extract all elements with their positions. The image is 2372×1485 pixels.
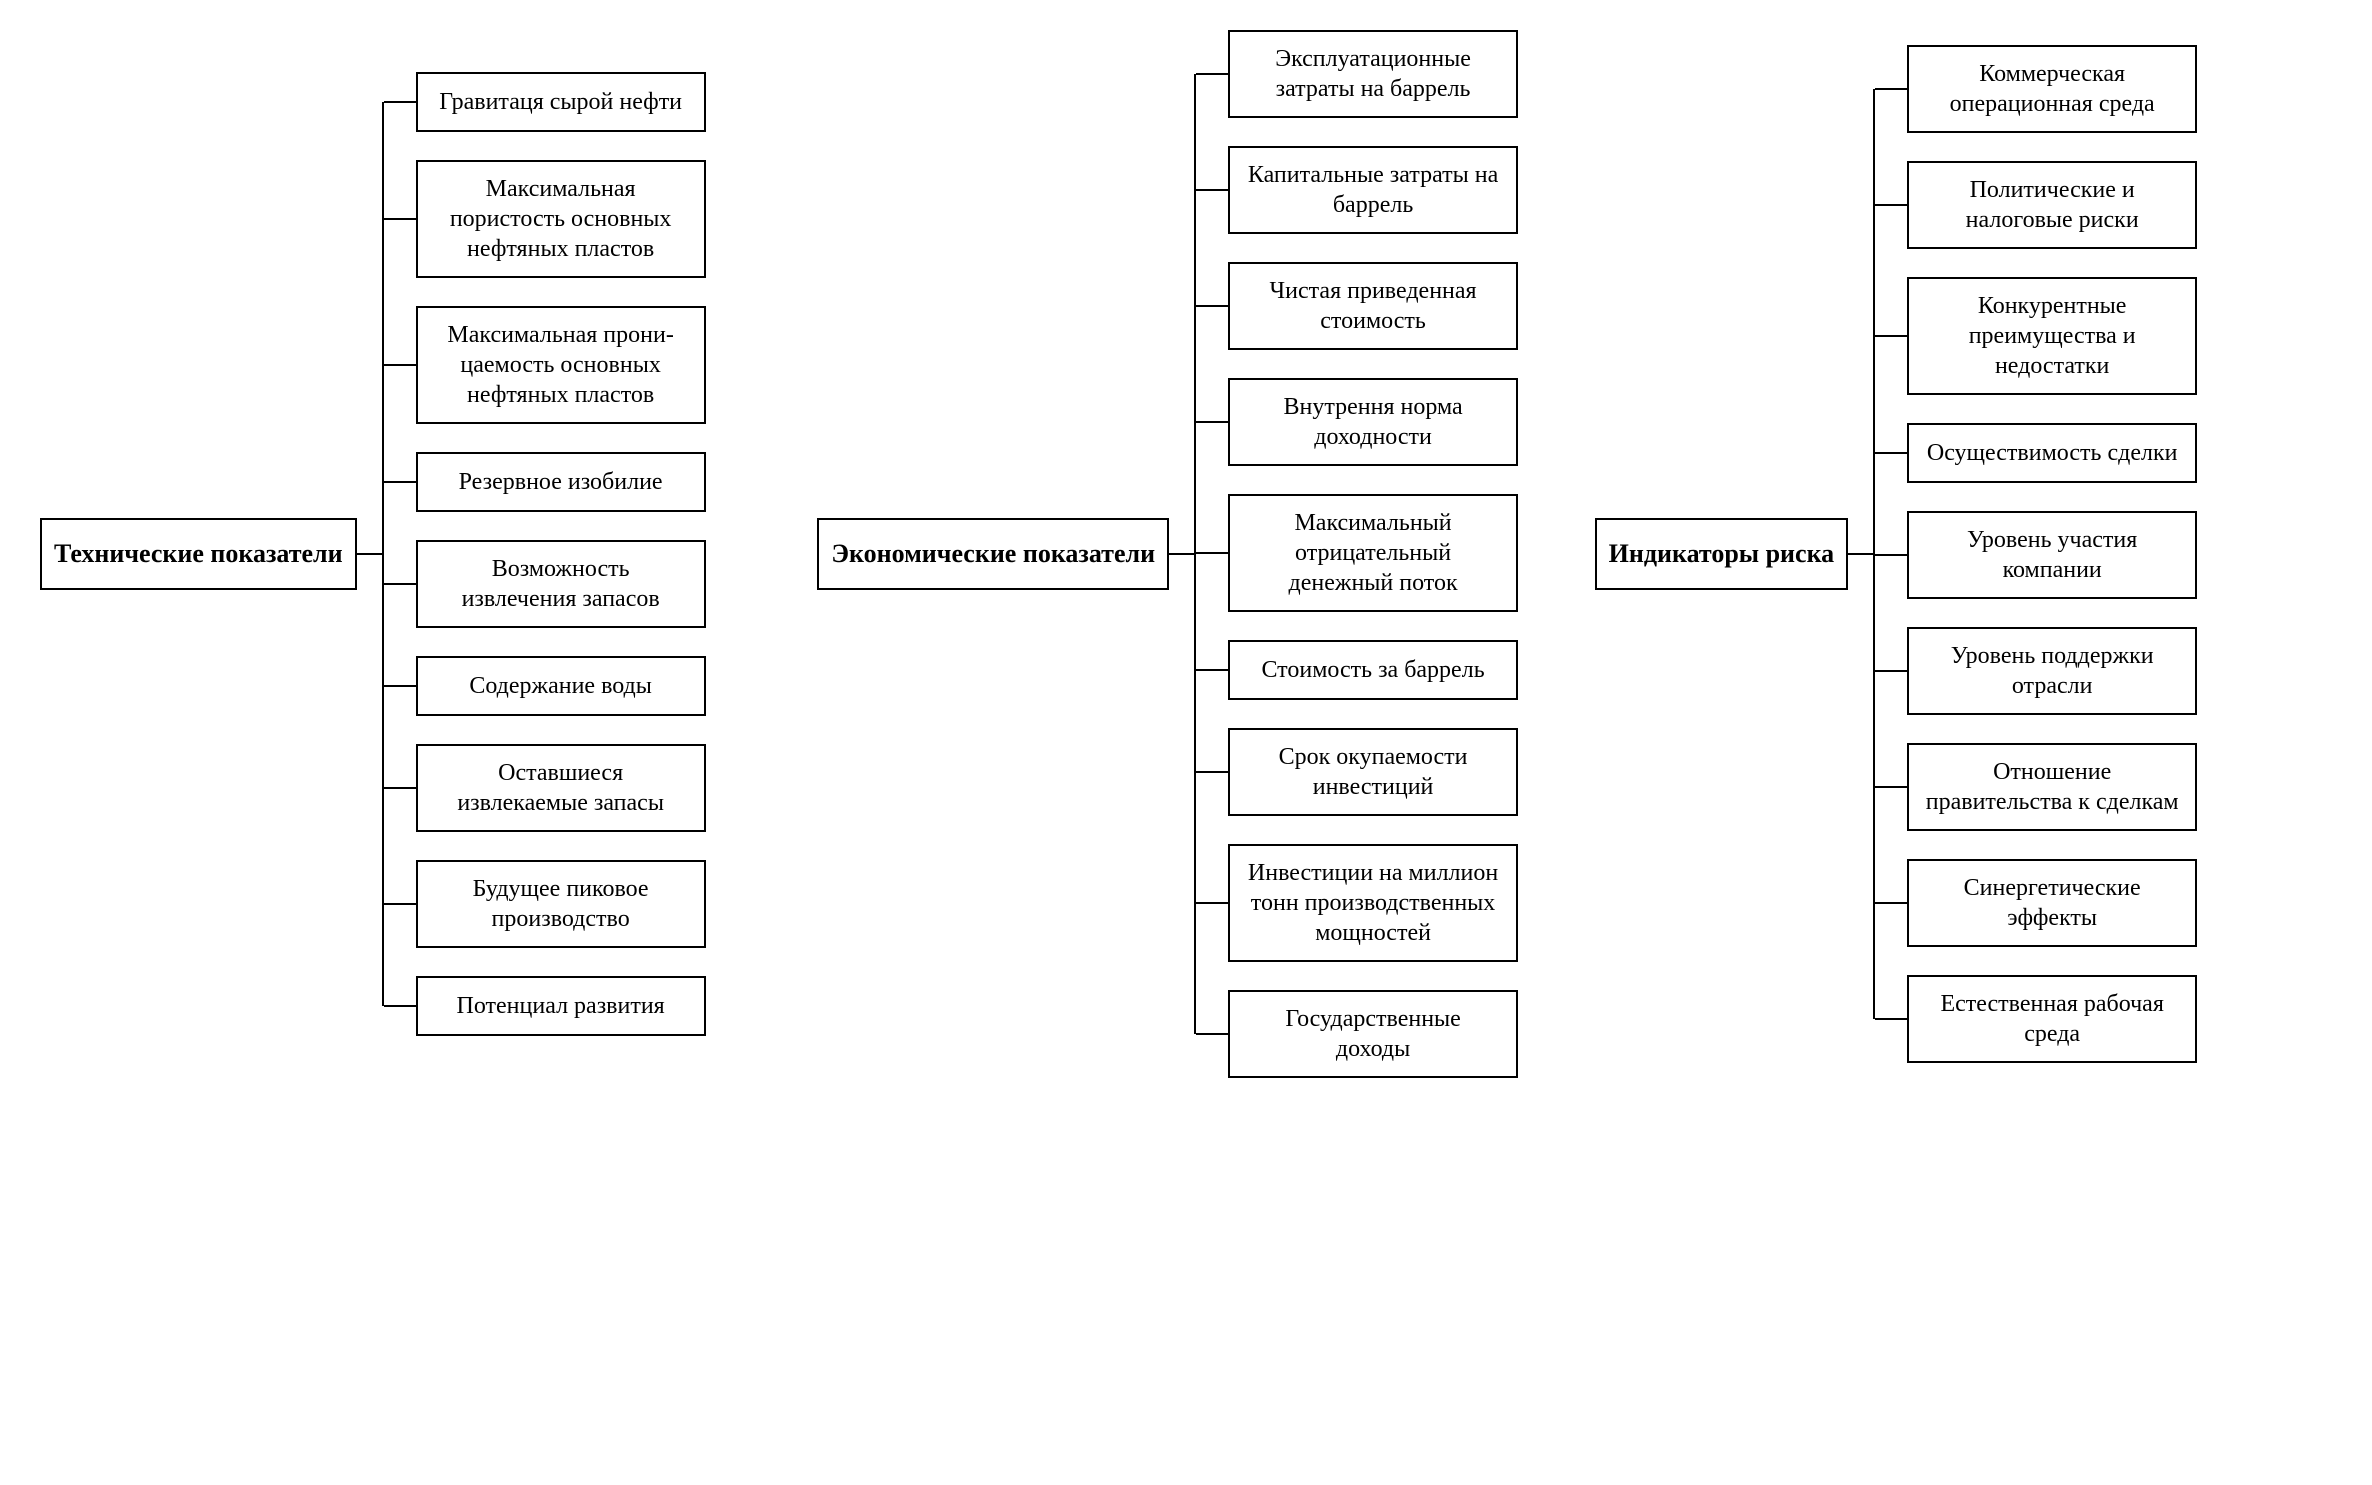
child-box: Потенциал развития — [416, 976, 706, 1036]
child-box: Синергетические эффекты — [1907, 859, 2197, 947]
connector — [1169, 553, 1194, 555]
child-box: Уровень поддержки отрасли — [1907, 627, 2197, 715]
child-box: Чистая приведенная стоимость — [1228, 262, 1518, 350]
tree-right: Коммерческая операционная среда Политиче… — [1873, 45, 2197, 1063]
root-box-economic: Экономические показатели — [817, 518, 1169, 591]
child-box: Инвестиции на миллион тонн производствен… — [1228, 844, 1518, 962]
root-box-risk: Индикаторы риска — [1595, 518, 1849, 591]
child-row: Коммерческая операционная среда — [1875, 45, 2197, 133]
connector — [357, 553, 382, 555]
child-row: Потенциал развития — [384, 976, 706, 1036]
child-row: Инвестиции на миллион тонн производствен… — [1196, 844, 1518, 962]
child-row: Возможность извлечения запасов — [384, 540, 706, 628]
child-row: Политические и налоговые риски — [1875, 161, 2197, 249]
child-box: Максимальная пористость основных нефтяны… — [416, 160, 706, 278]
children-list: Коммерческая операционная среда Политиче… — [1875, 45, 2197, 1063]
child-box: Гравитаця сырой нефти — [416, 72, 706, 132]
child-box: Содержание воды — [416, 656, 706, 716]
child-box: Уровень участия компании — [1907, 511, 2197, 599]
child-row: Эксплуатационные затраты на баррель — [1196, 30, 1518, 118]
child-row: Оставшиеся извлекаемые запасы — [384, 744, 706, 832]
child-box: Внутрення норма доходности — [1228, 378, 1518, 466]
child-box: Оставшиеся извлекаемые запасы — [416, 744, 706, 832]
child-box: Возможность извлечения запасов — [416, 540, 706, 628]
child-row: Срок окупаемости инвестиций — [1196, 728, 1518, 816]
group-economic: Экономические показатели Эксплуатационны… — [817, 30, 1554, 1078]
child-box: Политические и налоговые риски — [1907, 161, 2197, 249]
child-box: Максимальный отрицательный денежный пото… — [1228, 494, 1518, 612]
child-row: Гравитаця сырой нефти — [384, 72, 706, 132]
child-box: Капитальные затраты на баррель — [1228, 146, 1518, 234]
child-row: Уровень поддержки отрасли — [1875, 627, 2197, 715]
child-box: Осуществимость сделки — [1907, 423, 2197, 483]
child-box: Конкурентные преимущества и недостатки — [1907, 277, 2197, 395]
child-box: Срок окупаемости инвестиций — [1228, 728, 1518, 816]
vertical-line — [1873, 89, 1875, 1019]
child-box: Эксплуатационные затраты на баррель — [1228, 30, 1518, 118]
child-row: Содержание воды — [384, 656, 706, 716]
root-box-technical: Технические показатели — [40, 518, 357, 591]
child-row: Уровень участия компании — [1875, 511, 2197, 599]
child-row: Стоимость за баррель — [1196, 640, 1518, 700]
child-row: Максимальная пористость основных нефтяны… — [384, 160, 706, 278]
tree-right: Эксплуатационные затраты на баррель Капи… — [1194, 30, 1518, 1078]
child-row: Чистая приведенная стоимость — [1196, 262, 1518, 350]
group-risk: Индикаторы риска Коммерческая операционн… — [1595, 45, 2332, 1063]
child-row: Будущее пиковое производство — [384, 860, 706, 948]
child-row: Максимальный отрицательный денежный пото… — [1196, 494, 1518, 612]
child-box: Максимальная прони­цаемость основных неф… — [416, 306, 706, 424]
child-box: Коммерческая операционная среда — [1907, 45, 2197, 133]
children-list: Эксплуатационные затраты на баррель Капи… — [1196, 30, 1518, 1078]
child-box: Естественная рабочая среда — [1907, 975, 2197, 1063]
child-box: Стоимость за баррель — [1228, 640, 1518, 700]
child-box: Отношение правительства к сделкам — [1907, 743, 2197, 831]
child-row: Естественная рабочая среда — [1875, 975, 2197, 1063]
vertical-line — [1194, 74, 1196, 1034]
group-technical: Технические показатели Гравитаця сырой н… — [40, 72, 777, 1036]
child-row: Конкурентные преимущества и недостатки — [1875, 277, 2197, 395]
child-row: Капитальные затраты на баррель — [1196, 146, 1518, 234]
child-box: Будущее пиковое производство — [416, 860, 706, 948]
child-row: Синергетические эффекты — [1875, 859, 2197, 947]
child-box: Резервное изобилие — [416, 452, 706, 512]
children-list: Гравитаця сырой нефти Максимальная порис… — [384, 72, 706, 1036]
child-row: Резервное изобилие — [384, 452, 706, 512]
child-box: Государственные доходы — [1228, 990, 1518, 1078]
hierarchy-diagram: Технические показатели Гравитаця сырой н… — [40, 30, 2332, 1078]
vertical-line — [382, 102, 384, 1006]
child-row: Государственные доходы — [1196, 990, 1518, 1078]
child-row: Отношение правительства к сделкам — [1875, 743, 2197, 831]
child-row: Максимальная прони­цаемость основных неф… — [384, 306, 706, 424]
child-row: Внутрення норма доходности — [1196, 378, 1518, 466]
connector — [1848, 553, 1873, 555]
child-row: Осуществимость сделки — [1875, 423, 2197, 483]
tree-right: Гравитаця сырой нефти Максимальная порис… — [382, 72, 706, 1036]
